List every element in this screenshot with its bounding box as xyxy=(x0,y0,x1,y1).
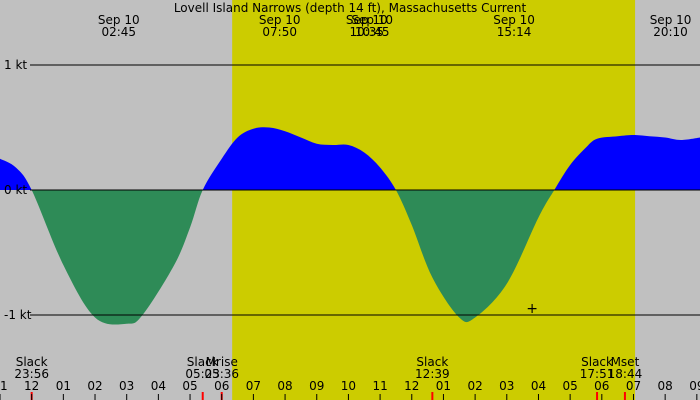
bottom-event-label: Slack xyxy=(416,355,448,369)
y-tick-label: 0 kt xyxy=(4,183,27,197)
x-tick-label: 06 xyxy=(214,379,229,393)
top-event-date: Sep 10 xyxy=(493,13,535,27)
x-tick-label: 08 xyxy=(658,379,673,393)
x-tick-label: 03 xyxy=(499,379,514,393)
bottom-event-time: 05:36 xyxy=(204,367,239,381)
current-time-marker: + xyxy=(526,301,538,317)
y-axis-ticks: 1 kt 0 kt -1 kt xyxy=(4,58,32,322)
ebb-current-area xyxy=(0,190,700,325)
x-tick-label: 09 xyxy=(689,379,700,393)
bottom-events: Slack23:56Slack05:23Mrise05:36Slack12:39… xyxy=(14,355,642,400)
x-tick-label: 04 xyxy=(531,379,546,393)
bottom-event-label: Slack xyxy=(16,355,48,369)
bottom-event-time: 23:56 xyxy=(14,367,49,381)
top-event-date: Sep 10 xyxy=(98,13,140,27)
x-tick-label: 12 xyxy=(24,379,39,393)
x-axis-ticks: 11 12 01 02 03 04 05 06 07 08 09 10 11 12 01 02 03 04 05 06… xyxy=(0,379,700,400)
x-tick-label: 05 xyxy=(182,379,197,393)
x-tick-label: 11 xyxy=(372,379,387,393)
x-tick-label: 01 xyxy=(436,379,451,393)
bottom-event-label: Slack xyxy=(581,355,613,369)
x-tick-label: 11 xyxy=(0,379,8,393)
top-event-time: 10:35 xyxy=(349,25,384,39)
x-tick-label: 02 xyxy=(467,379,482,393)
bottom-event-label: Mrise xyxy=(206,355,238,369)
x-tick-label: 09 xyxy=(309,379,324,393)
x-tick-label: 10 xyxy=(341,379,356,393)
top-event-time: 20:10 xyxy=(653,25,688,39)
flood-current-area xyxy=(0,127,700,190)
top-event-time: 02:45 xyxy=(101,25,136,39)
bottom-event-time: 05:23 xyxy=(185,367,220,381)
x-tick-label: 12 xyxy=(404,379,419,393)
bottom-event-time: 18:44 xyxy=(608,367,643,381)
x-tick-label: 01 xyxy=(56,379,71,393)
bottom-event-label: Mset xyxy=(611,355,640,369)
x-tick-label: 02 xyxy=(87,379,102,393)
top-event-date: Sep 10 xyxy=(650,13,692,27)
grid-lines xyxy=(30,64,700,316)
top-event-time: 15:14 xyxy=(497,25,532,39)
top-event-date: Sep 10 xyxy=(351,13,393,27)
current-area-layer xyxy=(0,127,700,325)
x-tick-label: 07 xyxy=(626,379,641,393)
x-tick-label: 05 xyxy=(562,379,577,393)
x-tick-label: 07 xyxy=(246,379,261,393)
y-tick-label: 1 kt xyxy=(4,58,27,72)
bottom-event-time: 12:39 xyxy=(415,367,450,381)
top-event-date: Sep 10 xyxy=(259,13,301,27)
bottom-event-label: Slack xyxy=(187,355,219,369)
x-tick-label: 04 xyxy=(151,379,166,393)
chart-title: Lovell Island Narrows (depth 14 ft), Mas… xyxy=(174,1,527,15)
top-event-time: 07:50 xyxy=(262,25,297,39)
x-tick-label: 03 xyxy=(119,379,134,393)
x-tick-label: 08 xyxy=(277,379,292,393)
top-event-time: 10:45 xyxy=(355,25,390,39)
top-event-date: Sep 10 xyxy=(346,13,388,27)
y-tick-label: -1 kt xyxy=(4,308,32,322)
bottom-event-time: 17:51 xyxy=(580,367,615,381)
x-tick-label: 06 xyxy=(594,379,609,393)
